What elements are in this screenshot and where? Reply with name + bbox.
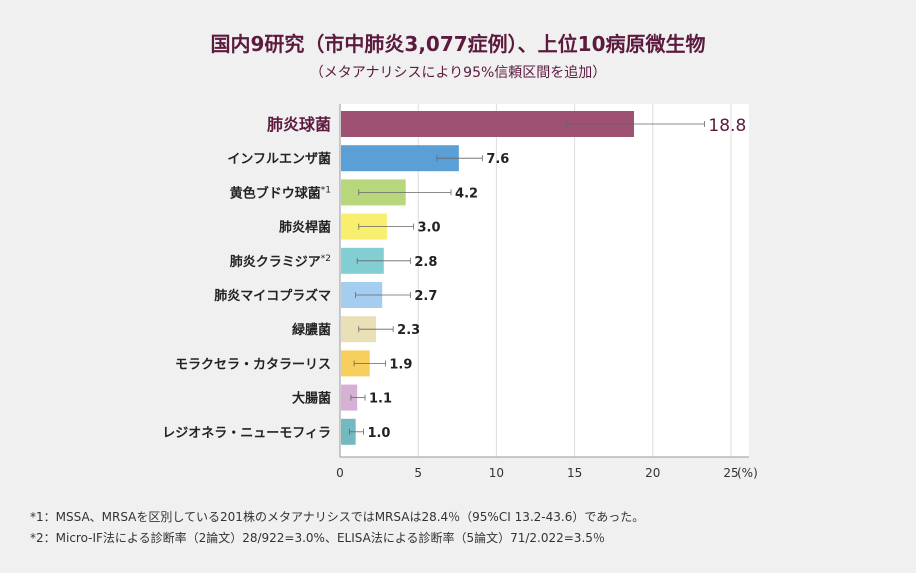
category-label: 黄色ブドウ球菌*1	[230, 185, 331, 201]
value-label: 2.3	[397, 323, 420, 338]
category-label: 肺炎マイコプラズマ	[214, 288, 331, 304]
chart-title: 国内9研究（市中肺炎3,077症例）、上位10病原微生物	[210, 32, 706, 56]
x-tick-label: 5	[414, 466, 422, 480]
x-tick-label: 25	[723, 466, 738, 480]
x-tick-label: 20	[645, 466, 660, 480]
chart-subtitle: （メタアナリシスにより95%信頼区間を追加）	[309, 65, 607, 81]
category-label: 肺炎球菌	[267, 115, 331, 134]
value-label: 18.8	[708, 116, 746, 136]
value-label: 2.7	[414, 289, 437, 304]
footnote-1: *1：MSSA、MRSAを区別している201株のメタアナリシスではMRSAは28…	[30, 510, 645, 524]
category-label: モラクセラ・カタラーリス	[175, 357, 331, 372]
value-label: 7.6	[486, 152, 509, 167]
x-tick-label: 10	[489, 466, 504, 480]
x-tick-label: 15	[567, 466, 582, 480]
bar	[341, 418, 356, 445]
bar-chart: 0 5 10 15 20 25(%) 肺炎球菌 18.8 インフルエンザ菌 7.6 黄色ブドウ球菌*…	[162, 104, 758, 480]
category-label: 緑膿菌	[292, 322, 331, 338]
x-tick-label: 0	[336, 466, 344, 480]
category-label: レジオネラ・ニューモフィラ	[162, 426, 331, 441]
category-label: 肺炎桿菌	[279, 220, 331, 236]
category-label: 大腸菌	[292, 391, 331, 407]
value-label: 1.9	[389, 357, 412, 372]
value-label: 2.8	[414, 255, 437, 270]
value-label: 4.2	[455, 186, 478, 201]
category-label: 肺炎クラミジア*2	[230, 254, 331, 270]
value-label: 1.1	[369, 392, 392, 407]
category-label: インフルエンザ菌	[227, 151, 331, 167]
value-label: 1.0	[367, 426, 390, 441]
x-unit-label: (%)	[737, 466, 758, 480]
bar	[341, 384, 358, 411]
footnote-2: *2：Micro-IF法による診断率（2論文）28/922=3.0%、ELISA…	[30, 531, 605, 545]
value-label: 3.0	[418, 221, 441, 236]
